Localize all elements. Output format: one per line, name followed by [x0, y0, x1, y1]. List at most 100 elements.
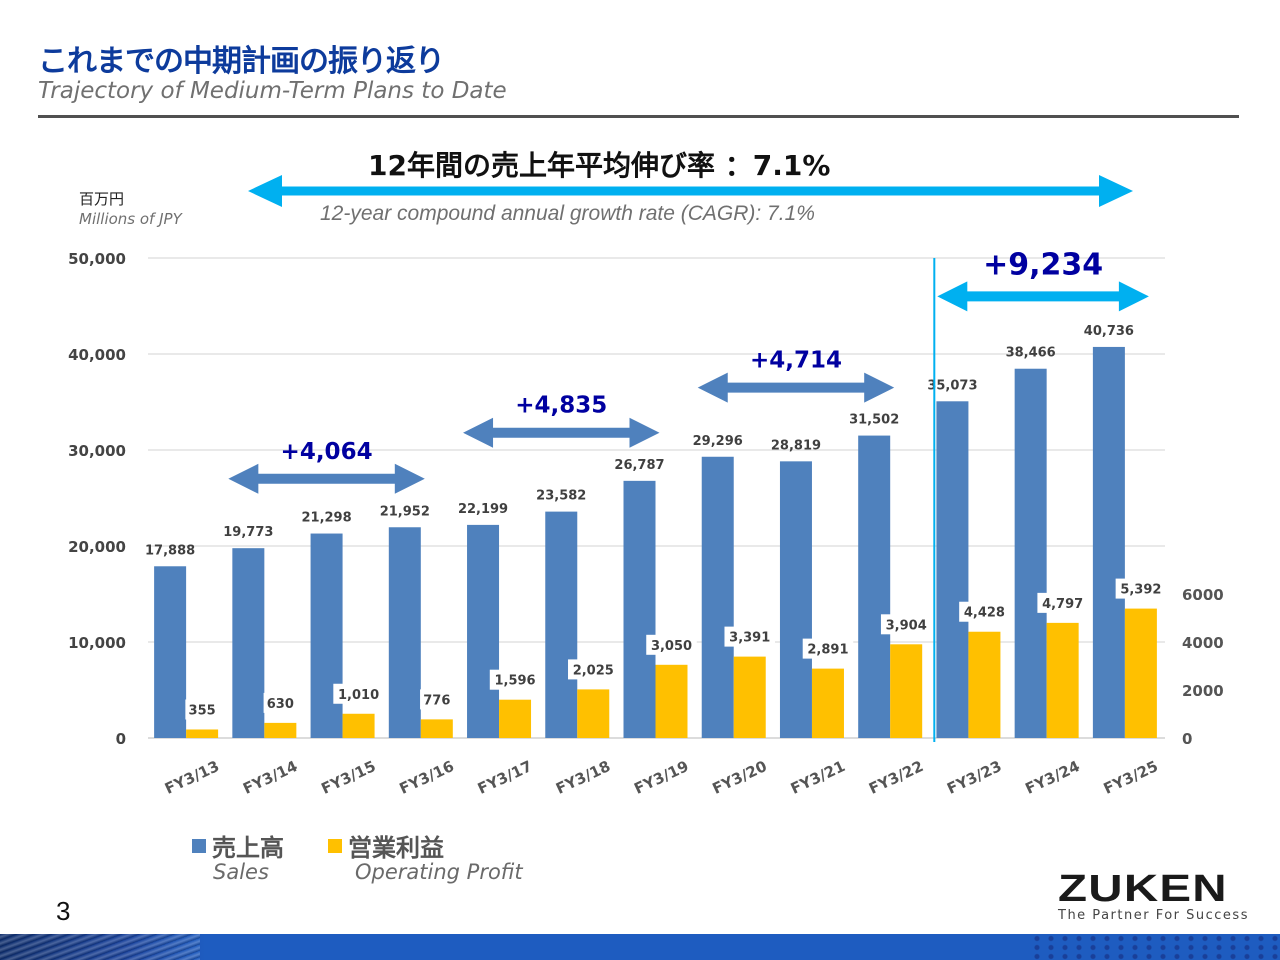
plan-delta-label: +4,064 — [281, 439, 373, 465]
cagr-arrow — [248, 175, 1133, 207]
x-tick-label: FY3/21 — [788, 757, 848, 798]
profit-bar — [1046, 622, 1079, 738]
legend-item-profit: 営業利益 — [328, 828, 444, 863]
profit-value-label: 3,391 — [729, 631, 770, 646]
footer-swirl-graphic — [0, 934, 200, 960]
profit-label-bg — [185, 699, 219, 720]
plan-delta-arrow — [697, 372, 895, 403]
plan-delta-label: +4,714 — [750, 348, 842, 374]
profit-label-bg — [489, 669, 541, 690]
legend-item-sales: 売上高 — [192, 828, 284, 863]
sales-profit-chart: 17,888 355 19,773 630 21,298 1,010 21,952 776 22… — [68, 175, 1224, 798]
profit-label-bg — [1115, 578, 1167, 599]
sales-value-label: 28,819 — [771, 438, 821, 453]
profit-swatch — [328, 838, 342, 853]
profit-value-label: 3,050 — [651, 639, 692, 654]
y2-tick-label: 2000 — [1182, 682, 1224, 700]
profit-label-bg — [724, 626, 775, 647]
sales-value-label: 31,502 — [849, 413, 899, 428]
y-tick-label: 10,000 — [68, 634, 126, 652]
x-tick-label: FY3/24 — [1022, 757, 1082, 798]
logo-tagline: The Partner For Success — [1058, 908, 1249, 923]
sales-bar — [1092, 346, 1125, 738]
profit-label-bg — [263, 692, 298, 713]
sales-bar — [701, 456, 734, 738]
profit-bar — [499, 699, 532, 738]
profit-label-bg — [568, 659, 619, 680]
y2-tick-label: 6000 — [1182, 586, 1224, 604]
sales-value-label: 35,073 — [927, 378, 977, 393]
profit-value-label: 4,428 — [964, 606, 1005, 621]
zuken-logo: ZUKEN — [1058, 868, 1228, 910]
y-tick-label: 30,000 — [68, 442, 126, 460]
profit-bar — [420, 719, 453, 738]
y2-tick-label: 0 — [1182, 730, 1192, 748]
profit-bar — [890, 644, 923, 738]
profit-bar — [811, 668, 844, 738]
sales-value-label: 29,296 — [693, 434, 743, 449]
profit-value-label: 4,797 — [1042, 597, 1083, 612]
sales-value-label: 26,787 — [614, 458, 664, 473]
profit-value-label: 2,891 — [807, 643, 848, 658]
profit-value-label: 3,904 — [886, 618, 927, 633]
x-tick-label: FY3/16 — [397, 757, 457, 798]
profit-bar — [968, 631, 1001, 738]
unit-label-en: Millions of JPY — [79, 210, 182, 228]
y-tick-label: 20,000 — [68, 538, 126, 556]
cagr-subheading: 12-year compound annual growth rate (CAG… — [320, 202, 815, 225]
sales-value-label: 21,298 — [301, 511, 351, 526]
footer-dots-graphic — [1030, 934, 1280, 960]
profit-bar — [1124, 608, 1157, 738]
legend-profit-label: 営業利益 — [348, 834, 444, 862]
plan-delta-arrow — [463, 417, 660, 448]
plan-delta-arrow — [937, 281, 1149, 312]
legend-profit-en: Operating Profit — [355, 860, 523, 884]
profit-label-bg — [1037, 592, 1088, 613]
bars — [154, 346, 1157, 738]
sales-bar — [545, 511, 578, 738]
sales-value-label: 21,952 — [380, 504, 430, 519]
profit-label-bg — [333, 683, 384, 704]
y-tick-label: 0 — [116, 730, 126, 748]
profit-bar — [577, 689, 610, 738]
profit-value-label: 355 — [189, 703, 216, 718]
plan-delta-arrow — [228, 463, 425, 494]
x-tick-label: FY3/13 — [162, 757, 222, 798]
profit-bar — [342, 713, 375, 738]
profit-label-bg — [880, 614, 932, 635]
sales-value-label: 17,888 — [145, 543, 195, 558]
x-tick-label: FY3/14 — [240, 757, 300, 798]
profit-bar — [186, 729, 219, 738]
sales-bar — [623, 480, 656, 738]
annotations: +4,064 +4,835 +4,714 +9,234 — [228, 175, 1149, 742]
data-labels: 17,888 355 19,773 630 21,298 1,010 21,952 776 22… — [145, 324, 1167, 720]
sales-value-label: 22,199 — [458, 502, 508, 517]
x-tick-label: FY3/22 — [866, 757, 926, 798]
x-tick-label: FY3/18 — [553, 757, 613, 798]
profit-value-label: 1,596 — [494, 674, 535, 689]
x-tick-label: FY3/17 — [475, 757, 535, 798]
sales-bar — [467, 524, 500, 738]
y2-tick-label: 4000 — [1182, 634, 1224, 652]
x-tick-label: FY3/15 — [318, 757, 378, 798]
profit-value-label: 630 — [267, 697, 294, 712]
profit-bar — [655, 664, 688, 738]
sales-value-label: 23,582 — [536, 489, 586, 504]
x-tick-label: FY3/20 — [710, 757, 770, 798]
profit-bar — [733, 656, 766, 738]
profit-label-bg — [802, 638, 854, 659]
sales-value-label: 40,736 — [1084, 324, 1134, 339]
sales-swatch — [192, 838, 206, 853]
y-tick-label: 40,000 — [68, 346, 126, 364]
page-subtitle: Trajectory of Medium-Term Plans to Date — [38, 78, 507, 104]
sales-bar — [388, 527, 421, 738]
sales-bar — [779, 461, 812, 738]
profit-value-label: 1,010 — [338, 688, 379, 703]
sales-bar — [936, 401, 969, 738]
profit-label-bg — [646, 634, 697, 655]
page-title: これまでの中期計画の振り返り — [38, 44, 445, 79]
x-tick-label: FY3/25 — [1101, 757, 1161, 798]
plan-delta-label: +4,835 — [515, 393, 607, 419]
cagr-heading: 12年間の売上年平均伸び率 ：7.1% — [368, 149, 831, 182]
x-tick-label: FY3/19 — [631, 757, 691, 798]
